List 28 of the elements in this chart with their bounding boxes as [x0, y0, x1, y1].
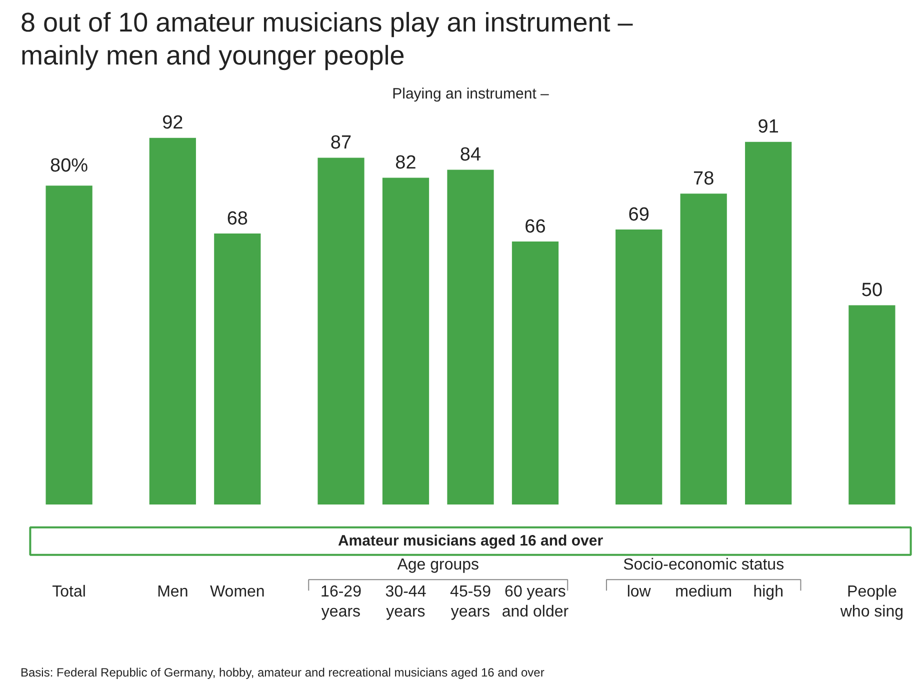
text: Amateur musicians aged 16 and over: [338, 532, 604, 550]
data-label: 69: [628, 204, 650, 226]
x-tick-label: 30-44 years: [385, 583, 426, 621]
data-label: 50: [861, 280, 883, 302]
text: Basis: Federal Republic of Germany, hobby, amateur and recreational musicians aged 16 and over: [20, 666, 544, 680]
data-label: 87: [330, 132, 352, 154]
text: Age groups: [397, 556, 480, 574]
chart-title: 8 out of 10 amateur musicians play an instrument – mainly men and younger people: [20, 8, 633, 70]
data-label: 66: [524, 216, 546, 238]
x-tick-label: 45-59 years: [450, 583, 492, 621]
x-tick-label: People who sing: [839, 583, 904, 621]
data-label: 80%: [50, 155, 88, 176]
data-label: 84: [460, 144, 482, 166]
data-label: 92: [162, 112, 184, 134]
x-tick-label: Men: [157, 583, 188, 600]
data-label: 78: [693, 168, 714, 190]
data-label: 82: [395, 152, 416, 174]
x-tick-label: Total: [52, 583, 86, 600]
data-label: 68: [226, 208, 248, 230]
x-tick-label: low: [626, 583, 652, 600]
x-tick-label: high: [753, 583, 784, 600]
chart-subtitle: Playing an instrument –: [392, 85, 550, 102]
data-label: 91: [758, 116, 779, 138]
text: Socio-economic status: [623, 556, 784, 574]
x-tick-label: 16-29 years: [320, 583, 362, 621]
x-tick-label: Women: [210, 583, 265, 600]
x-tick-label: 60 years and older: [502, 583, 570, 621]
x-tick-label: medium: [675, 583, 732, 600]
